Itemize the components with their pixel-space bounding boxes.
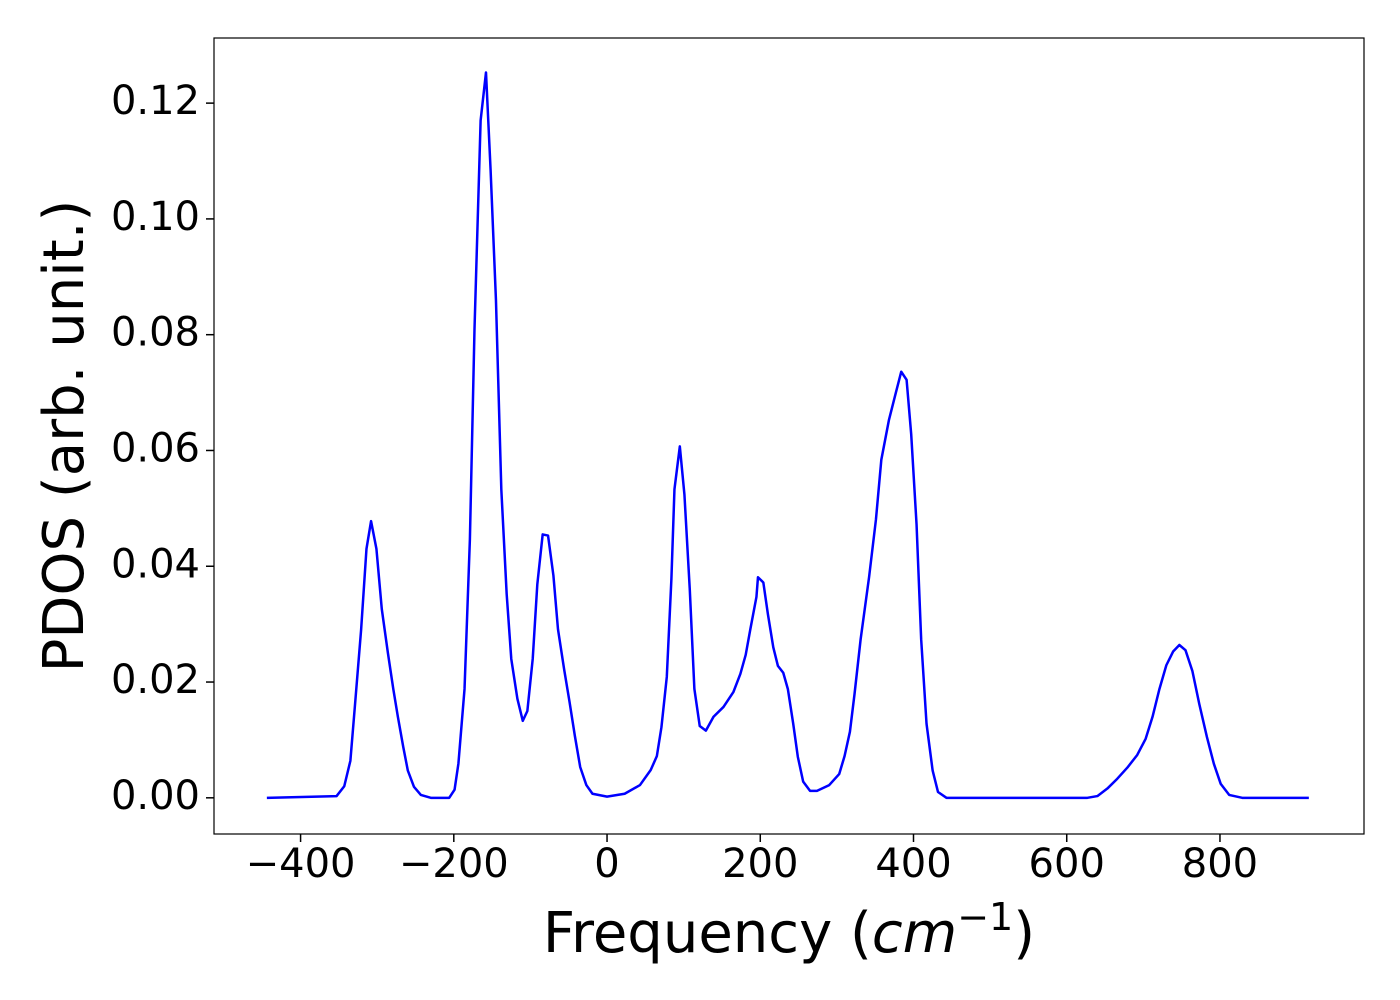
y-tick-label: 0.02 — [111, 657, 200, 703]
y-tick-label: 0.12 — [111, 78, 200, 124]
x-tick-label: 200 — [722, 841, 798, 887]
y-tick-label: 0.00 — [111, 773, 200, 819]
plot-frame — [213, 37, 1365, 835]
x-tick-label: −400 — [246, 841, 356, 887]
y-axis-label: PDOS (arb. unit.) — [32, 200, 97, 673]
x-axis-label: Frequency (cm−1) — [543, 895, 1035, 966]
x-tick-label: 0 — [594, 841, 619, 887]
x-tick-label: 600 — [1029, 841, 1105, 887]
y-tick-label: 0.08 — [111, 310, 200, 356]
x-tick-label: −200 — [399, 841, 509, 887]
y-tick-label: 0.04 — [111, 541, 200, 587]
x-tick-label: 400 — [875, 841, 951, 887]
y-tick-label: 0.06 — [111, 425, 200, 471]
pdos-line — [266, 71, 1309, 800]
x-tick-label: 800 — [1182, 841, 1258, 887]
y-tick-label: 0.10 — [111, 194, 200, 240]
